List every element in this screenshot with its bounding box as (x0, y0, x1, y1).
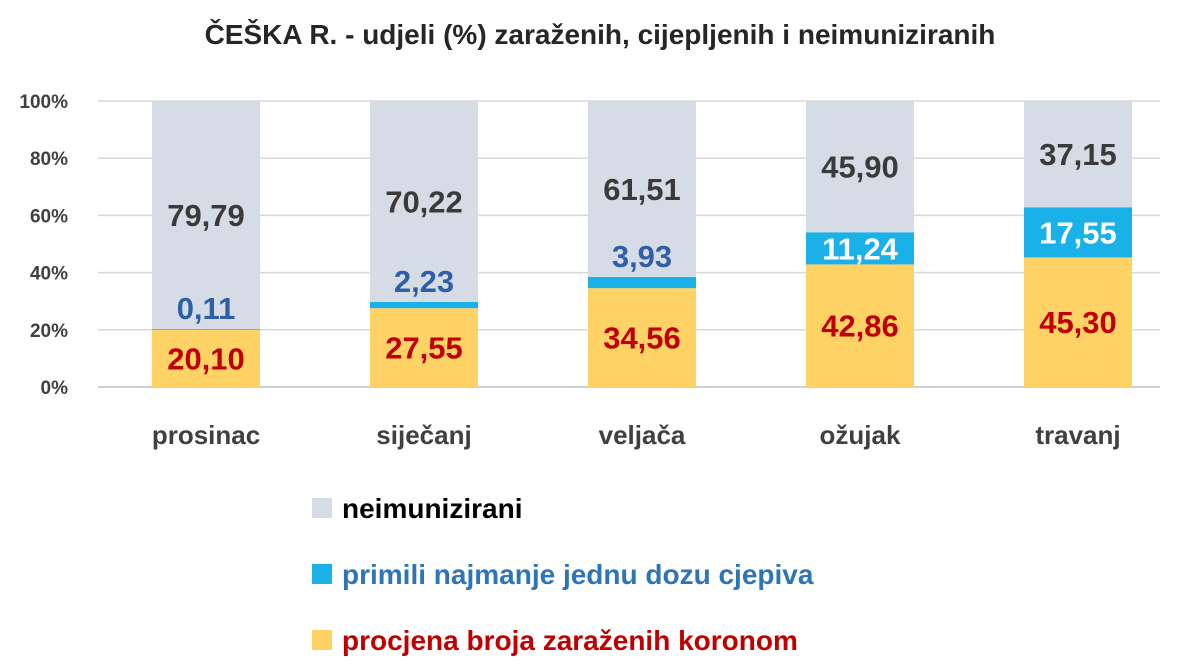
data-label: 3,93 (612, 239, 672, 274)
x-axis-ticks: prosinac siječanj veljača ožujak travanj (152, 420, 1121, 450)
legend-label: neimunizirani (342, 493, 522, 524)
y-tick-label: 100% (19, 92, 68, 113)
legend-swatch (312, 630, 332, 650)
data-label: 79,79 (167, 198, 245, 233)
y-tick-label: 60% (30, 206, 68, 227)
data-label: 42,86 (821, 309, 899, 344)
bar-segment (370, 101, 478, 302)
bar-segment (370, 308, 478, 387)
bar-segment (370, 301, 478, 309)
data-label: 17,55 (1039, 215, 1117, 250)
bar-segment (806, 232, 914, 265)
x-tick-label: veljača (599, 420, 686, 450)
data-label: 34,56 (603, 321, 681, 356)
y-tick-label: 80% (30, 149, 68, 170)
bar-segment (806, 264, 914, 387)
x-tick-label: ožujak (820, 420, 901, 450)
bar-segment (588, 288, 696, 387)
bar-segment (1024, 101, 1132, 208)
data-label: 27,55 (385, 331, 463, 366)
y-tick-label: 20% (30, 321, 68, 342)
x-tick-label: travanj (1035, 420, 1120, 450)
bar-segment (152, 329, 260, 387)
legend-label: procjena broja zaraženih koronom (342, 625, 798, 656)
data-label: 20,10 (167, 341, 245, 376)
legend: neimunizirani primili najmanje jednu dozu… (312, 493, 814, 656)
legend-label: primili najmanje jednu dozu cjepiva (342, 559, 814, 590)
bar-segment (152, 101, 260, 330)
legend-swatch (312, 564, 332, 584)
legend-swatch (312, 498, 332, 518)
bar-segment (588, 101, 696, 277)
bar-segment (588, 276, 696, 289)
data-label: 11,24 (822, 231, 899, 266)
data-label: 2,23 (394, 264, 454, 299)
x-tick-label: siječanj (376, 420, 471, 450)
data-label: 37,15 (1039, 137, 1117, 172)
data-label: 0,11 (177, 291, 236, 326)
bar-segment (806, 101, 914, 233)
y-tick-label: 40% (30, 264, 68, 285)
bar-segment (1024, 257, 1132, 387)
y-tick-label: 0% (41, 378, 69, 399)
data-labels: 20,10 0,11 79,79 27,55 2,23 70,22 34,56 3,93 61,… (167, 137, 1117, 376)
chart-title: ČEŠKA R. - udjeli (%) zaraženih, cijeplj… (205, 18, 996, 50)
data-label: 45,30 (1039, 305, 1117, 340)
y-axis-ticks: 0% 20% 40% 60% 80% 100% (19, 92, 68, 399)
x-tick-label: prosinac (152, 420, 260, 450)
data-label: 70,22 (385, 184, 463, 219)
bar-segment (152, 329, 260, 330)
bars (152, 101, 1132, 387)
data-label: 61,51 (603, 172, 681, 207)
data-label: 45,90 (821, 150, 899, 185)
bar-segment (1024, 207, 1132, 258)
